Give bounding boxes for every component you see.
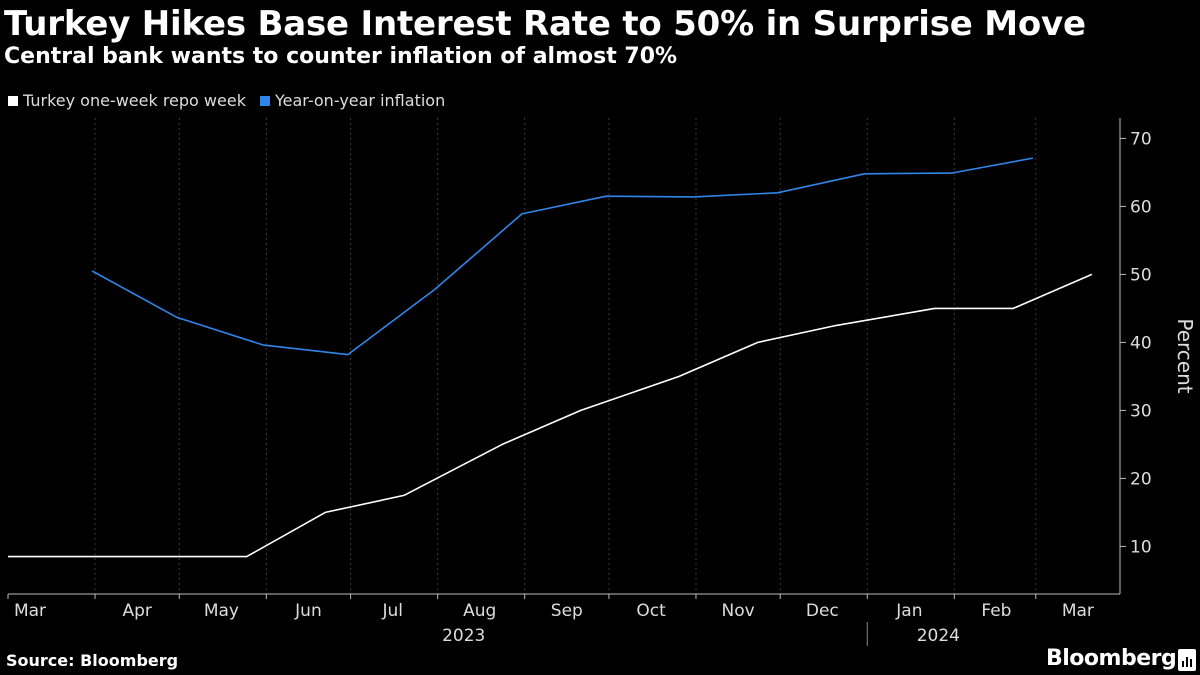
chart-legend: Turkey one-week repo week Year-on-year i… <box>8 91 459 110</box>
x-tick-label: Jul <box>381 601 403 621</box>
chart-title: Turkey Hikes Base Interest Rate to 50% i… <box>4 4 1086 44</box>
x-tick-label: Mar <box>1062 601 1094 621</box>
legend-label-repo: Turkey one-week repo week <box>23 91 246 110</box>
x-tick-label: Feb <box>981 601 1011 621</box>
x-tick-label: Sep <box>551 601 583 621</box>
legend-swatch-inflation <box>259 95 270 106</box>
year-label: 2023 <box>442 626 485 646</box>
source-note: Source: Bloomberg <box>6 651 179 670</box>
y-tick-label: 10 <box>1130 537 1152 557</box>
chart-subtitle: Central bank wants to counter inflation … <box>4 44 678 69</box>
y-tick-label: 60 <box>1130 197 1152 217</box>
legend-item-repo: Turkey one-week repo week <box>8 91 246 110</box>
x-tick-label: Aug <box>463 601 496 621</box>
bloomberg-logo: Bloomberg <box>1046 646 1177 671</box>
x-tick-label: Mar <box>14 601 46 621</box>
y-tick-label: 70 <box>1130 129 1152 149</box>
x-tick-label: Jun <box>294 601 322 621</box>
x-tick-label: Nov <box>722 601 755 621</box>
legend-swatch-repo <box>8 95 18 106</box>
repo-rate-line <box>8 273 1093 558</box>
x-tick-label: Oct <box>636 601 666 621</box>
y-tick-label: 40 <box>1130 333 1152 353</box>
x-tick-label: Dec <box>806 601 839 621</box>
year-label: 2024 <box>917 626 960 646</box>
x-tick-label: Jan <box>895 601 922 621</box>
y-tick-label: 50 <box>1130 265 1152 285</box>
x-tick-label: Apr <box>122 601 151 621</box>
legend-item-inflation: Year-on-year inflation <box>259 91 446 110</box>
y-tick-label: 20 <box>1130 469 1152 489</box>
x-tick-label: May <box>204 601 239 621</box>
y-axis-label: Percent <box>1173 318 1197 393</box>
legend-label-inflation: Year-on-year inflation <box>274 91 446 110</box>
y-tick-label: 30 <box>1130 401 1152 421</box>
bloomberg-chart-icon <box>1178 649 1196 671</box>
inflation-line <box>91 157 1034 356</box>
